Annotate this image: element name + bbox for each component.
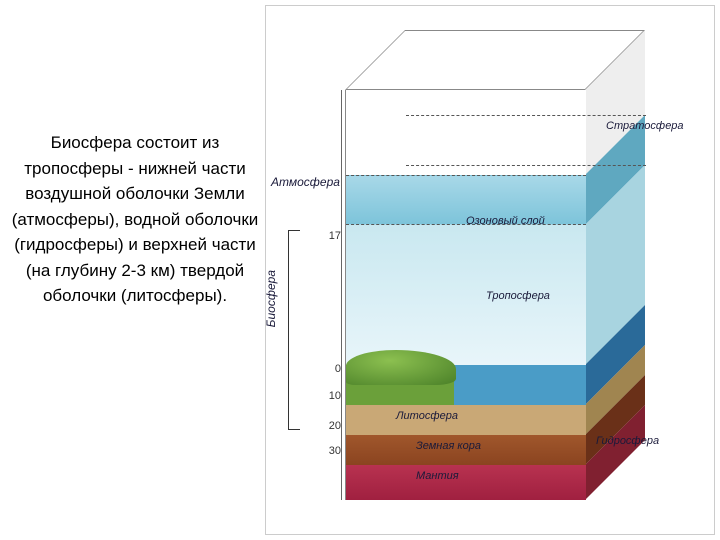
ozone-3d-line-bottom (406, 165, 646, 166)
label-ozone: Озоновый слой (466, 215, 545, 227)
scale-mark-17: 17 (316, 230, 341, 242)
mantle-layer (346, 465, 586, 500)
label-hydrosphere: Гидросфера (596, 435, 659, 447)
label-troposphere: Тропосфера (486, 290, 550, 302)
cube-3d: Стратосфера Атмосфера Озоновый слой Троп… (345, 30, 695, 520)
biosphere-label: Биосфера (264, 270, 278, 327)
scale-mark-10: 10 (316, 390, 341, 402)
cube-front-face: Стратосфера Атмосфера Озоновый слой Троп… (345, 90, 585, 500)
troposphere-layer (346, 225, 586, 365)
land-hill (346, 350, 456, 385)
label-mantle: Мантия (416, 470, 459, 482)
stratosphere-layer (346, 90, 586, 175)
label-stratosphere: Стратосфера (606, 120, 684, 132)
label-lithosphere: Литосфера (396, 410, 458, 422)
ozone-3d-line-top (406, 115, 646, 116)
scale-mark-0: 0 (316, 363, 341, 375)
biosphere-diagram: Стратосфера Атмосфера Озоновый слой Троп… (265, 10, 710, 530)
description-text: Биосфера состоит из тропосферы - нижней … (10, 130, 260, 309)
biosphere-bracket (288, 230, 300, 430)
scale-mark-20: 20 (316, 420, 341, 432)
scale-mark-30: 30 (316, 445, 341, 457)
label-atmosphere: Атмосфера (271, 175, 340, 189)
vertical-axis (341, 90, 342, 500)
label-crust: Земная кора (416, 440, 481, 452)
lithosphere-layer (346, 405, 586, 435)
